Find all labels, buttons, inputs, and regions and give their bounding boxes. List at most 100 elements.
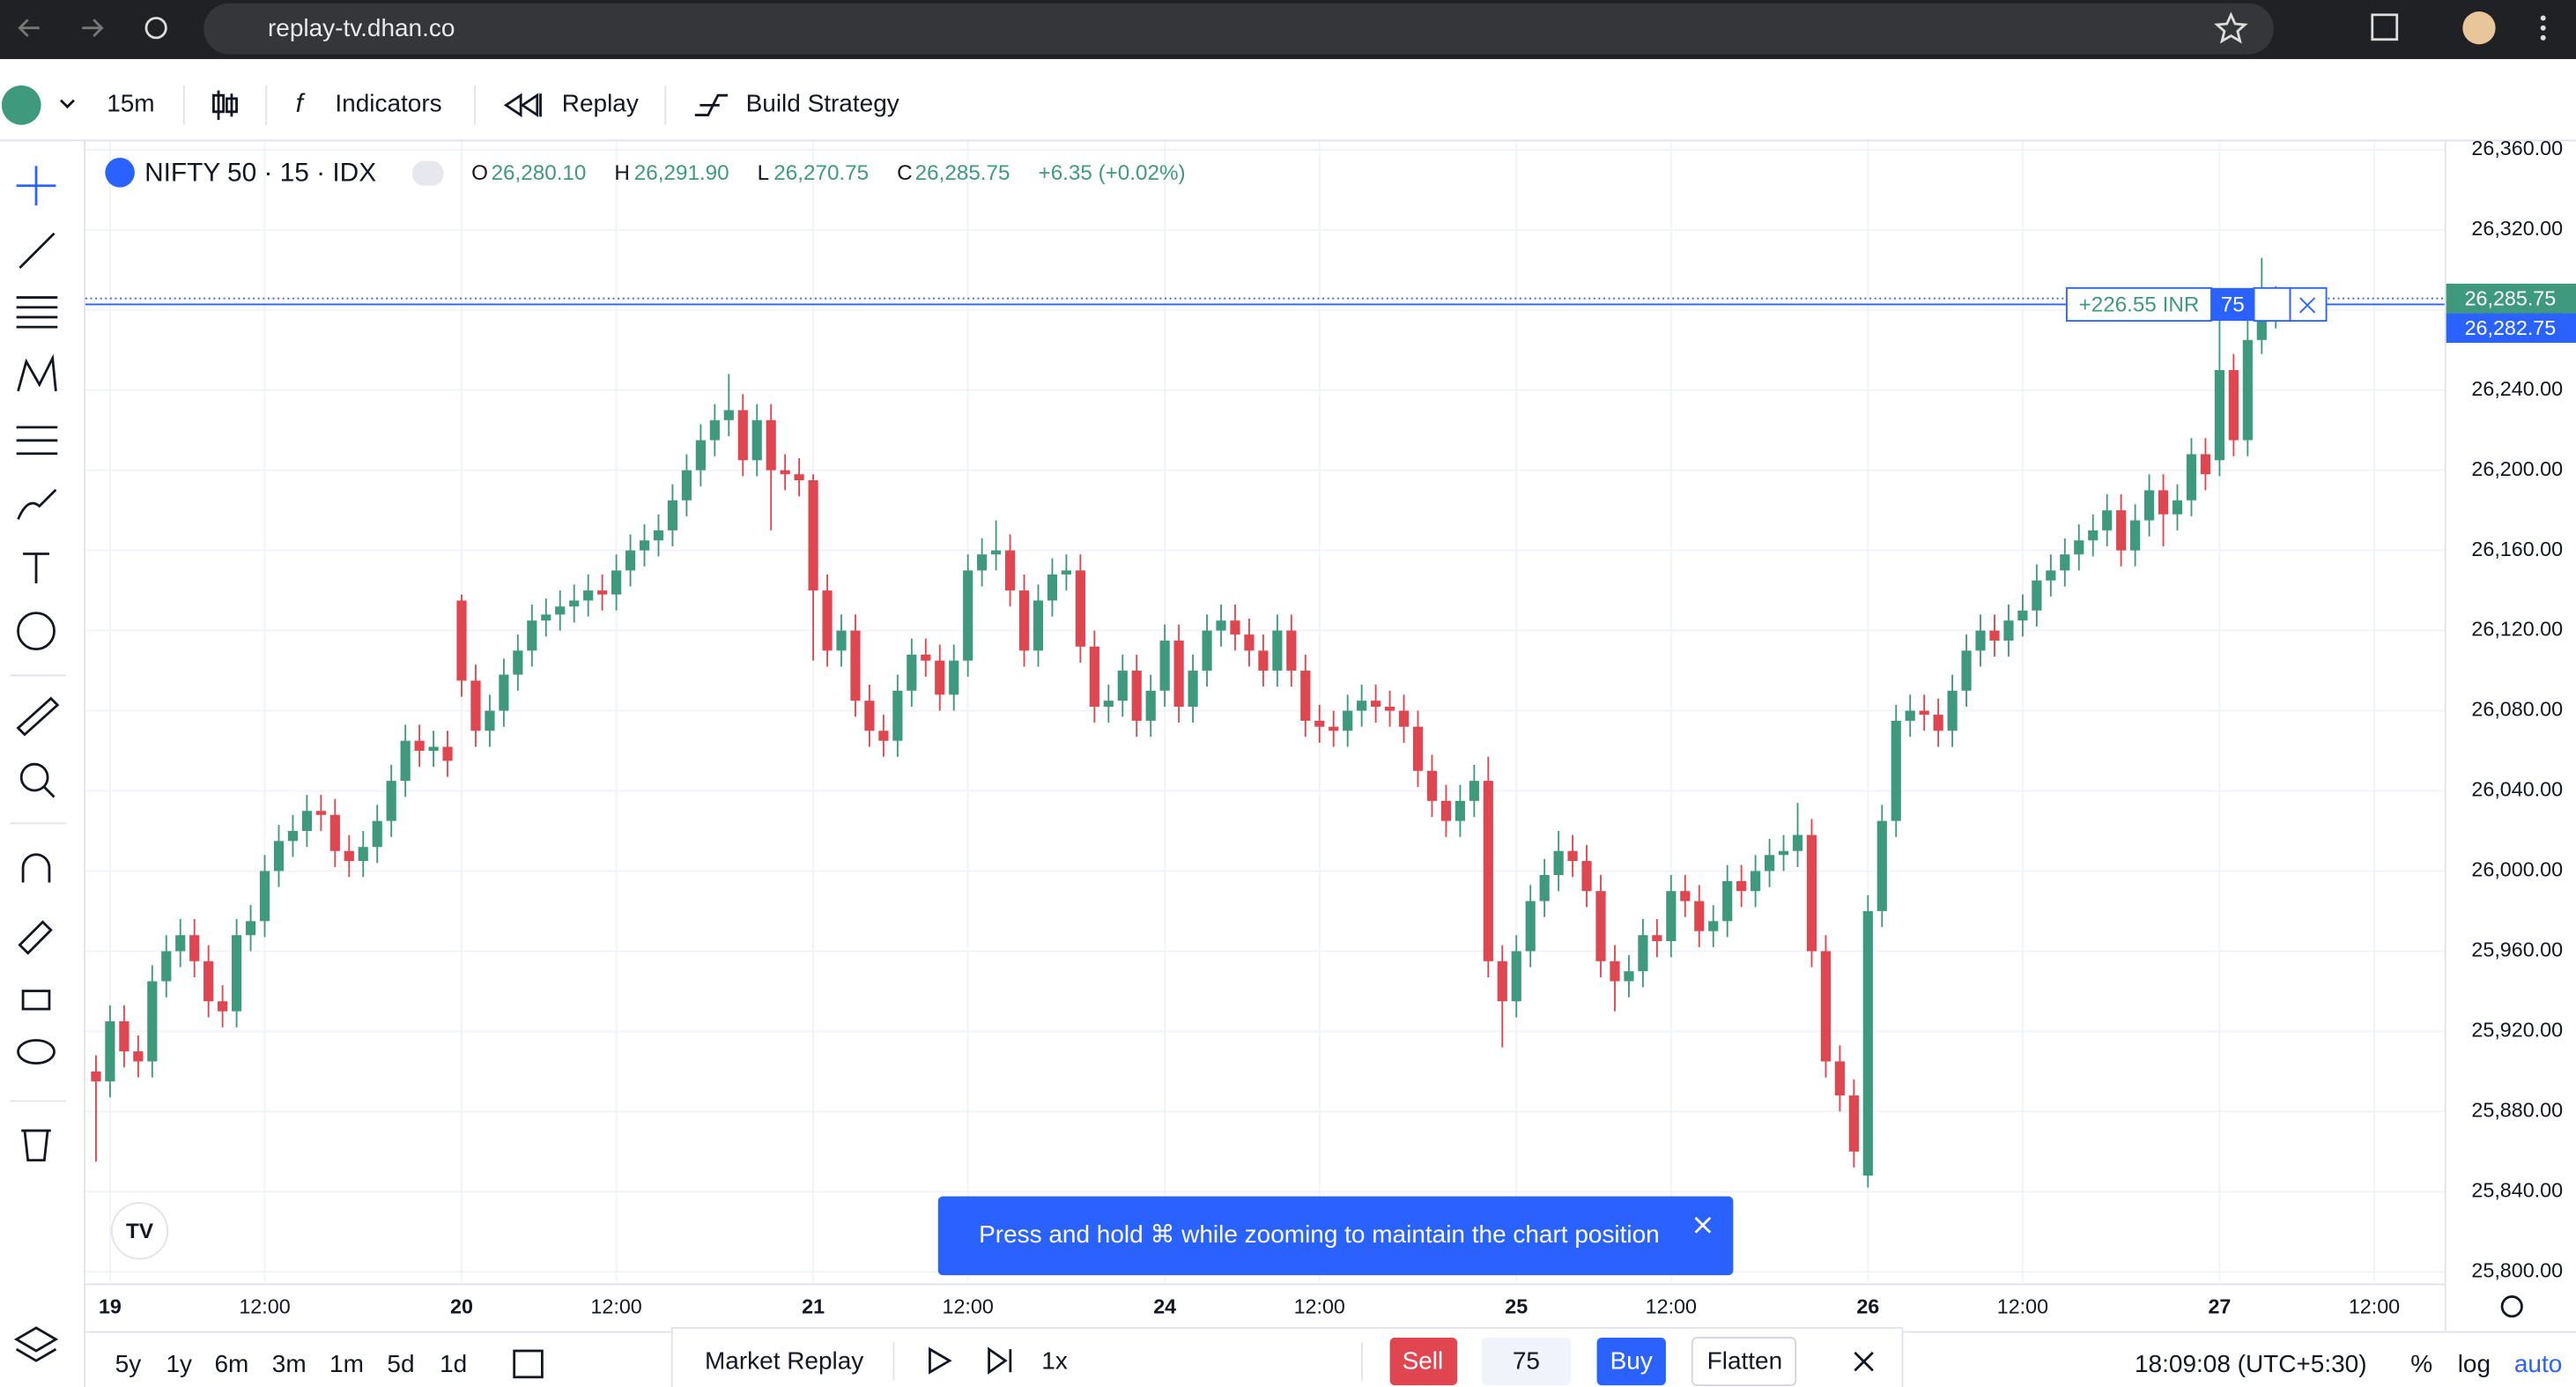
range-button[interactable]: 1d <box>440 1350 467 1377</box>
position-qty: 75 <box>2221 293 2245 317</box>
symbol-name[interactable]: NIFTY 50 · 15 · IDX <box>144 159 376 188</box>
candle-body <box>1018 590 1030 651</box>
candle-body <box>1876 820 1887 911</box>
legend-toggle[interactable] <box>412 160 444 186</box>
range-button[interactable]: 5d <box>387 1350 414 1377</box>
reload-button[interactable] <box>144 17 167 40</box>
reverse-button[interactable] <box>2253 286 2291 323</box>
chart-type-icon[interactable] <box>212 90 238 121</box>
candle-body <box>1173 640 1184 707</box>
brush-tool[interactable] <box>17 488 57 520</box>
x-tick-label: 12:00 <box>1646 1295 1697 1318</box>
close-replay[interactable] <box>1854 1351 1874 1372</box>
candle-body <box>2046 570 2056 581</box>
range-button[interactable]: 1m <box>329 1350 364 1377</box>
back-button[interactable] <box>18 19 40 38</box>
candle-body <box>344 850 354 862</box>
candle-body <box>794 474 804 481</box>
app-logo[interactable] <box>1 85 41 125</box>
trend-line-tool[interactable] <box>19 232 56 269</box>
candle-body <box>653 530 664 541</box>
step-button[interactable] <box>988 1346 1012 1375</box>
replay-button[interactable]: Replay <box>562 90 639 117</box>
candle-body <box>1103 701 1114 707</box>
clock: 18:09:08 (UTC+5:30) <box>2135 1350 2367 1377</box>
candle-body <box>1961 650 1972 691</box>
candle-body <box>2158 490 2169 515</box>
menu-dot[interactable] <box>2540 15 2546 21</box>
interval[interactable]: 15m <box>107 90 154 117</box>
prediction-tool[interactable] <box>16 426 58 456</box>
visibility-tool[interactable] <box>17 1039 56 1065</box>
legend-open: 26,280.10 <box>492 161 587 185</box>
ruler-tool[interactable] <box>16 696 60 737</box>
candle-body <box>1751 871 1761 892</box>
toast-close[interactable] <box>1694 1216 1712 1234</box>
flatten-button[interactable] <box>1691 1337 1797 1387</box>
candle-body <box>1581 861 1592 892</box>
buy-button[interactable] <box>1596 1338 1666 1386</box>
candle-body <box>977 554 988 571</box>
candle-body <box>1455 800 1465 821</box>
candle-body <box>1933 715 1943 731</box>
candle-body <box>1553 850 1564 876</box>
candle-body <box>864 701 875 731</box>
build-strategy-button[interactable]: Build Strategy <box>746 90 899 117</box>
zoom-tool[interactable] <box>19 762 49 792</box>
range-button[interactable]: 1y <box>166 1350 192 1377</box>
candle-body <box>2088 530 2099 541</box>
address-bar[interactable] <box>204 3 2274 55</box>
crosshair-tool[interactable] <box>16 166 56 206</box>
pattern-tool[interactable] <box>17 353 57 392</box>
play-button[interactable] <box>929 1346 952 1375</box>
lock-tool[interactable] <box>21 990 51 1011</box>
tv-logo[interactable] <box>110 1202 169 1260</box>
plot-area <box>85 141 2445 1282</box>
candle-body <box>1680 891 1691 901</box>
qty-input[interactable] <box>1482 1338 1571 1386</box>
sell-button[interactable] <box>1389 1338 1458 1386</box>
profile-avatar[interactable] <box>2462 11 2496 45</box>
magnet-tool[interactable] <box>21 853 51 883</box>
forward-button[interactable] <box>82 19 104 38</box>
y-tick-label: 26,240.00 <box>2471 377 2563 400</box>
goto-date[interactable] <box>513 1349 544 1379</box>
candle-body <box>892 690 903 741</box>
candle-body <box>1525 901 1536 952</box>
speed[interactable]: 1x <box>1041 1346 1068 1374</box>
indicators-button[interactable]: Indicators <box>335 90 441 117</box>
remove-tool[interactable] <box>21 1129 51 1162</box>
log-toggle[interactable]: log <box>2458 1350 2491 1377</box>
candle-body <box>2060 554 2070 571</box>
x-tick-label: 12:00 <box>590 1295 641 1318</box>
y-tick-label: 25,960.00 <box>2471 938 2563 961</box>
candle-body <box>2186 454 2197 501</box>
object-tree[interactable] <box>13 1326 59 1362</box>
last-price-tag <box>2446 283 2576 314</box>
lock-drawing-tool[interactable] <box>18 920 53 955</box>
candle-body <box>175 935 186 952</box>
text-tool[interactable] <box>23 553 49 584</box>
range-button[interactable]: 3m <box>272 1350 307 1377</box>
candle-body <box>2228 369 2239 441</box>
logo-dropdown[interactable] <box>60 99 75 109</box>
bookmark-star[interactable] <box>2214 11 2248 44</box>
market-replay-label: Market Replay <box>705 1346 863 1374</box>
fib-tool[interactable] <box>16 296 58 329</box>
position-price-label: 26,282.75 <box>2465 316 2557 339</box>
extensions-icon[interactable] <box>2371 13 2399 41</box>
candle-body <box>1300 671 1311 721</box>
y-tick-label: 26,320.00 <box>2471 217 2563 240</box>
emoji-tool[interactable] <box>17 612 56 651</box>
candle-body <box>287 830 299 842</box>
candle-body <box>1216 620 1226 631</box>
candle-body <box>921 654 931 661</box>
percent-toggle[interactable]: % <box>2410 1350 2432 1377</box>
x-tick-label: 24 <box>1153 1295 1176 1318</box>
range-button[interactable]: 6m <box>215 1350 249 1377</box>
candle-body <box>1708 921 1719 931</box>
range-button[interactable]: 5y <box>115 1350 142 1377</box>
auto-toggle[interactable]: auto <box>2514 1350 2562 1377</box>
settings-icon[interactable] <box>2500 1295 2523 1318</box>
